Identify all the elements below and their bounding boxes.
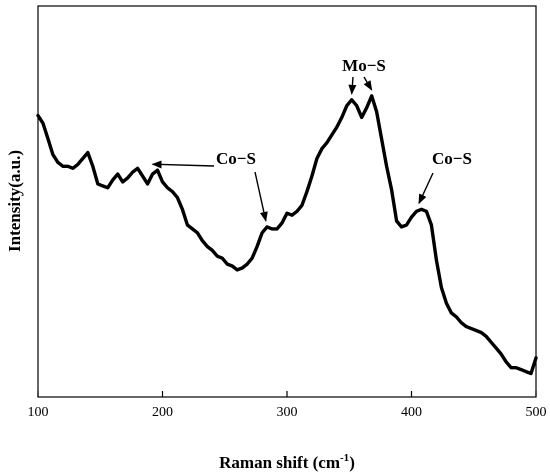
annotation-label: Co−S <box>216 149 256 168</box>
annotation-label: Co−S <box>432 149 472 168</box>
x-axis-tick-labels: 100 200 300 400 500 <box>28 405 547 420</box>
x-tick-label: 100 <box>28 405 49 420</box>
annotation-arrow <box>254 171 268 222</box>
x-tick-label: 300 <box>277 405 298 420</box>
peak-annotations: Co−S Mo−S Co−S <box>151 56 472 222</box>
annotation-label: Mo−S <box>342 56 386 75</box>
x-axis-title-close: ) <box>349 453 355 472</box>
x-tick-label: 200 <box>152 405 173 420</box>
x-axis-ticks <box>37 391 537 397</box>
plot-frame <box>37 5 537 398</box>
spectrum-line <box>36 94 538 376</box>
annotation-arrow <box>348 76 357 95</box>
x-tick-label: 400 <box>401 405 422 420</box>
annotation-arrow <box>418 172 434 205</box>
annotation-arrow <box>363 76 373 91</box>
x-axis-title-superscript: -1 <box>340 452 349 464</box>
x-tick-label: 500 <box>526 405 547 420</box>
x-axis-title: Raman shift (cm-1) <box>219 452 355 472</box>
y-axis-title: Intensity(a.u.) <box>5 150 24 252</box>
annotation-arrow <box>151 160 215 169</box>
